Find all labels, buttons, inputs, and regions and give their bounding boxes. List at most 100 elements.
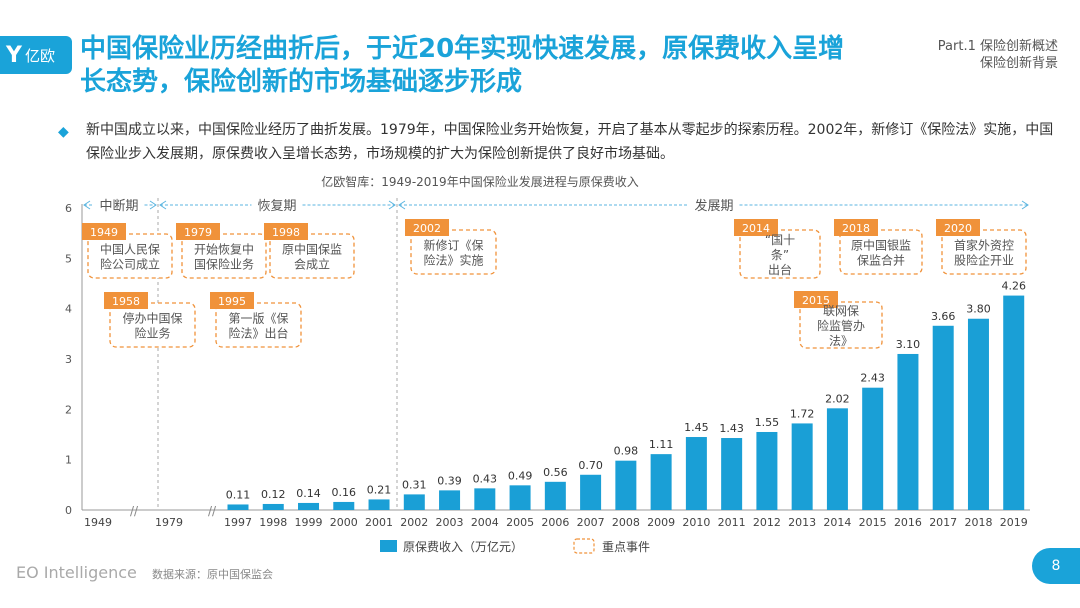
- x-tick-label: 2007: [577, 516, 605, 529]
- bar-value-label: 0.70: [578, 459, 603, 472]
- event-text: 新修订《保: [423, 238, 483, 253]
- bar: [1003, 295, 1025, 510]
- x-tick-label: 2013: [788, 516, 816, 529]
- period-arrow-head: [149, 200, 157, 210]
- event-year: 1949: [90, 226, 118, 239]
- bar-value-label: 1.45: [684, 421, 709, 434]
- event-year: 2018: [842, 222, 870, 235]
- event-year-tag: [936, 219, 980, 236]
- page-title: 中国保险业历经曲折后，于近20年实现快速发展，原保费收入呈增长态势，保险创新的市…: [80, 34, 845, 97]
- event-year: 2015: [802, 294, 830, 307]
- x-tick-label: 2006: [541, 516, 569, 529]
- event-text: 险公司成立: [100, 257, 160, 272]
- x-tick-label: 2019: [1000, 516, 1028, 529]
- x-tick-label: 2012: [753, 516, 781, 529]
- bar-value-label: 4.26: [1001, 280, 1026, 293]
- event-box: [269, 233, 355, 279]
- x-tick-label: 2001: [365, 516, 393, 529]
- section-sub: 保险创新背景: [979, 56, 1058, 71]
- bar-value-label: 0.14: [296, 487, 321, 500]
- bar: [544, 481, 566, 510]
- x-tick-label: 2011: [718, 516, 746, 529]
- section-label: Part.1 保险创新概述 保险创新背景: [938, 38, 1058, 72]
- bar-value-label: 0.49: [508, 469, 533, 482]
- event-text: 险法》出台: [228, 326, 288, 341]
- bar-value-label: 0.43: [473, 472, 498, 485]
- x-tick-label: 1998: [259, 516, 287, 529]
- bar: [967, 318, 989, 510]
- data-source: 数据来源：原中国保监会: [152, 568, 273, 581]
- bar: [509, 485, 531, 510]
- event-text: 原中国保监: [282, 242, 342, 257]
- legend-event-label: 重点事件: [602, 540, 650, 554]
- event-callout: 2014“国十条”出台: [734, 219, 821, 279]
- chart-legend: 原保费收入（万亿元） 重点事件: [380, 538, 650, 554]
- event-callout: 1995 第一版《保险法》出台: [210, 292, 302, 348]
- event-text: 原中国银监: [851, 238, 911, 253]
- event-year-tag: [82, 223, 126, 240]
- bar-value-label: 0.12: [261, 488, 286, 501]
- bar: [862, 387, 884, 510]
- bar-value-label: 1.11: [649, 438, 674, 451]
- event-year: 1995: [218, 295, 246, 308]
- bar-value-label: 0.31: [402, 478, 427, 491]
- logo: Y 亿欧: [0, 36, 72, 74]
- event-year-tag: [794, 291, 838, 308]
- logo-icon: Y: [6, 42, 22, 68]
- page-number: 8: [1032, 548, 1080, 584]
- period-label: 中断期: [99, 199, 138, 214]
- event-text: 开始恢复中: [194, 242, 254, 257]
- x-tick-label: 2015: [859, 516, 887, 529]
- event-year: 1979: [184, 226, 212, 239]
- event-box: [839, 229, 923, 275]
- event-text: 会成立: [294, 257, 330, 272]
- bar: [333, 501, 355, 510]
- bar: [615, 460, 637, 510]
- y-tick-label: 6: [65, 202, 72, 215]
- event-year-tag: [405, 219, 449, 236]
- bar: [932, 325, 954, 510]
- event-year: 1998: [272, 226, 300, 239]
- bar-value-label: 0.11: [226, 488, 251, 501]
- legend-bar-swatch: [380, 540, 397, 552]
- event-year-tag: [176, 223, 220, 240]
- period-label: 发展期: [694, 198, 733, 214]
- event-callout: 2002 新修订《保险法》实施: [405, 219, 497, 275]
- event-box: [941, 229, 1027, 275]
- event-year-tag: [834, 219, 878, 236]
- event-year: 1958: [112, 295, 140, 308]
- y-tick-label: 0: [65, 504, 72, 517]
- y-tick-label: 2: [65, 403, 72, 416]
- event-text: 险监管办: [817, 318, 865, 333]
- section-part: Part.1 保险创新概述: [937, 39, 1058, 54]
- event-text: 出台: [768, 262, 792, 277]
- x-tick-label: 2000: [330, 516, 358, 529]
- event-year: 2020: [944, 222, 972, 235]
- period-label: 恢复期: [257, 199, 296, 214]
- event-box: [109, 302, 196, 348]
- period-arrow-head: [83, 200, 91, 210]
- event-year-tag: [734, 219, 778, 236]
- x-tick-label: 1997: [224, 516, 252, 529]
- event-box: [410, 229, 497, 275]
- x-tick-label: 1999: [295, 516, 323, 529]
- event-text: 中国人民保: [100, 242, 160, 257]
- x-tick-label: 1949: [84, 516, 112, 529]
- bar-value-label: 0.21: [367, 483, 392, 496]
- summary-text: 新中国成立以来，中国保险业经历了曲折发展。1979年，中国保险业务开始恢复，开启…: [86, 122, 1054, 162]
- legend-bar-label: 原保费收入（万亿元）: [403, 539, 523, 554]
- bar: [368, 499, 390, 510]
- period-arrow-head: [159, 200, 167, 210]
- event-year-tag: [104, 292, 148, 309]
- chart-periods: 中断期 恢复期 发展期: [83, 198, 1029, 510]
- bar: [298, 502, 320, 510]
- event-text: 保监合并: [857, 253, 905, 268]
- bar: [721, 438, 743, 510]
- axis-break-mark: //: [208, 504, 217, 518]
